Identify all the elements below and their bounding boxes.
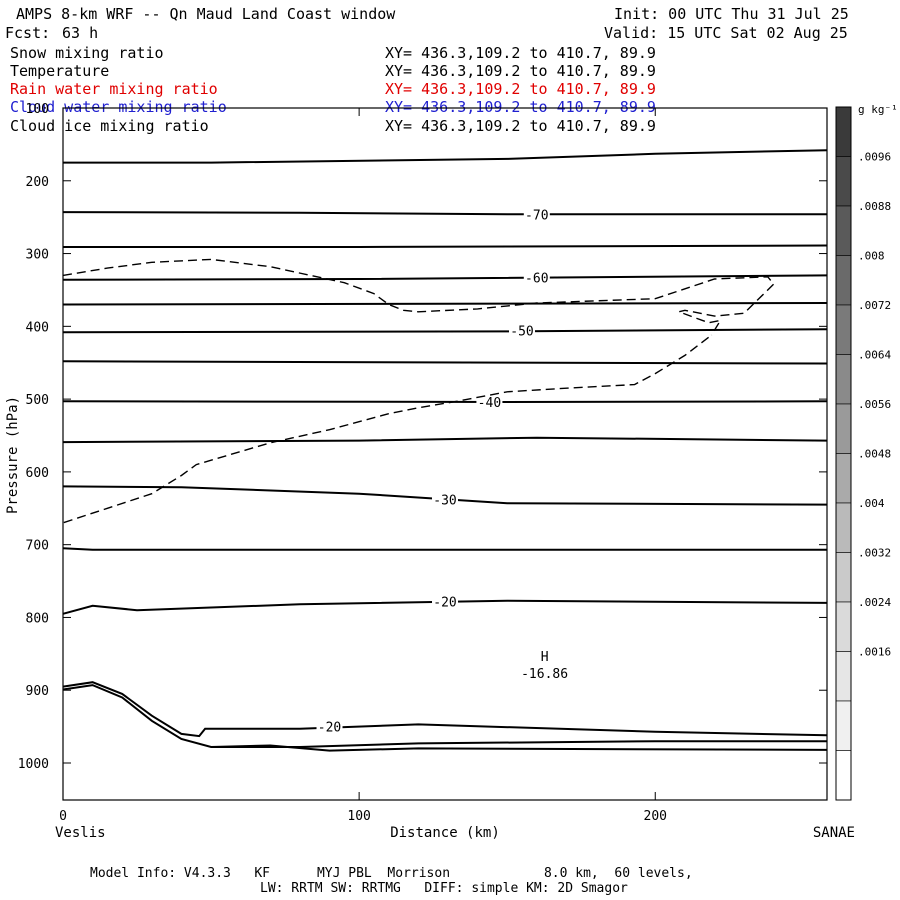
colorbar-tick-label: .004	[858, 497, 885, 510]
valid-time: Valid: 15 UTC Sat 02 Aug 25	[604, 24, 848, 42]
isotherm-label-bg	[476, 394, 503, 411]
plot-frame	[62, 107, 828, 801]
colorbar-swatch	[835, 750, 852, 801]
field-name-cloud-water: Cloud water mixing ratio	[10, 98, 227, 116]
colorbar-tick-label: .0056	[858, 398, 891, 411]
colorbar-swatch	[835, 304, 852, 355]
y-tick-label: 1000	[18, 757, 49, 772]
field-name-temperature: Temperature	[10, 62, 110, 80]
y-tick-label: 300	[26, 248, 49, 263]
colorbar-swatch	[835, 700, 852, 751]
colorbar-tick-label: .0024	[858, 596, 891, 609]
field-xy-snow: XY= 436.3,109.2 to 410.7, 89.9	[385, 44, 656, 62]
isotherm-line	[62, 211, 827, 216]
chart-title: AMPS 8-km WRF -- Qn Maud Land Coast wind…	[16, 5, 396, 23]
x-tick-label: 0	[59, 809, 67, 824]
model-info: Model Info: V4.3.3 KF MYJ PBL Morrison 8…	[90, 866, 693, 881]
isotherm-label-bg	[432, 491, 458, 508]
isotherm-label: -70	[525, 208, 548, 223]
x-tick-label: 200	[644, 809, 667, 824]
x-right-endpoint-label: SANAE	[813, 825, 855, 841]
isotherm-line	[62, 485, 828, 506]
isotherm-line	[62, 681, 828, 738]
colorbar-unit: g kg⁻¹	[858, 103, 898, 116]
isotherm-line	[62, 547, 827, 551]
x-left-endpoint-label: Veslis	[55, 825, 106, 841]
isotherm-line	[62, 328, 828, 334]
colorbar-swatch	[835, 453, 852, 504]
colorbar-swatch	[835, 354, 852, 405]
colorbar-frame	[835, 106, 852, 801]
isotherm-line	[211, 744, 828, 752]
colorbar-tick-label: .008	[858, 250, 885, 263]
isotherm-label-bg	[508, 322, 535, 339]
field-name-snow: Snow mixing ratio	[10, 44, 164, 62]
isotherm-label: -30	[433, 494, 456, 509]
colorbar-swatch	[835, 205, 852, 256]
high-marker: H	[541, 650, 549, 665]
field-name-cloud-ice: Cloud ice mixing ratio	[10, 117, 209, 135]
colorbar-swatch	[835, 403, 852, 454]
isotherm-label: -60	[525, 272, 548, 287]
isotherm-line	[62, 436, 828, 444]
isotherm-label-bg	[316, 718, 343, 735]
colorbar-swatch	[835, 106, 852, 157]
cloud-ice-contour	[62, 258, 775, 336]
isotherm-label-bg	[523, 206, 550, 223]
field-xy-cloud-ice: XY= 436.3,109.2 to 410.7, 89.9	[385, 117, 656, 135]
colorbar-swatch	[835, 552, 852, 603]
isotherm-line	[62, 302, 828, 306]
isotherm-line	[62, 684, 827, 748]
colorbar-swatch	[835, 651, 852, 702]
colorbar-tick-label: .0048	[858, 448, 891, 461]
forecast-hours: 63 h	[62, 24, 99, 42]
isotherm-line	[63, 149, 828, 164]
y-tick-label: 400	[26, 320, 49, 335]
colorbar-tick-label: .0096	[858, 151, 891, 164]
colorbar-swatch	[835, 502, 852, 553]
isotherm-line	[62, 400, 828, 404]
isotherm-label: -50	[510, 325, 533, 340]
colorbar-tick-label: .0032	[858, 547, 891, 560]
isotherm-label: -40	[478, 396, 501, 411]
x-axis-label: Distance (km)	[390, 825, 500, 841]
colorbar-tick-label: .0064	[858, 349, 891, 362]
field-name-rain: Rain water mixing ratio	[10, 80, 218, 98]
isotherm-label-bg	[523, 269, 550, 286]
forecast-label: Fcst:	[5, 24, 51, 42]
field-xy-temperature: XY= 436.3,109.2 to 410.7, 89.9	[385, 62, 656, 80]
colorbar-tick-label: .0016	[858, 646, 891, 659]
high-value: -16.86	[521, 667, 568, 682]
y-tick-label: 900	[26, 684, 49, 699]
y-axis-label: Pressure (hPa)	[5, 396, 21, 514]
isotherm-label: -20	[318, 721, 341, 736]
isotherm-label-bg	[432, 593, 458, 610]
x-tick-label: 100	[347, 809, 370, 824]
colorbar-tick-label: .0088	[858, 200, 891, 213]
y-tick-label: 700	[26, 539, 49, 554]
cloud-ice-contour	[62, 336, 710, 524]
isotherm-label: -20	[433, 595, 456, 610]
colorbar-swatch	[835, 601, 852, 652]
y-tick-label: 500	[26, 393, 49, 408]
colorbar-swatch	[835, 156, 852, 207]
isotherm-line	[62, 599, 828, 615]
y-tick-label: 800	[26, 611, 49, 626]
y-tick-label: 600	[26, 466, 49, 481]
isotherm-line	[62, 274, 828, 281]
y-tick-label: 100	[26, 102, 49, 117]
model-physics: LW: RRTM SW: RRTMG DIFF: simple KM: 2D S…	[260, 881, 628, 896]
y-tick-label: 200	[26, 175, 49, 190]
isotherm-line	[63, 244, 828, 248]
isotherm-line	[62, 360, 828, 365]
init-time: Init: 00 UTC Thu 31 Jul 25	[614, 5, 849, 23]
colorbar-swatch	[835, 255, 852, 306]
field-xy-cloud-water: XY= 436.3,109.2 to 410.7, 89.9	[385, 98, 656, 116]
field-xy-rain: XY= 436.3,109.2 to 410.7, 89.9	[385, 80, 656, 98]
colorbar-tick-label: .0072	[858, 299, 891, 312]
